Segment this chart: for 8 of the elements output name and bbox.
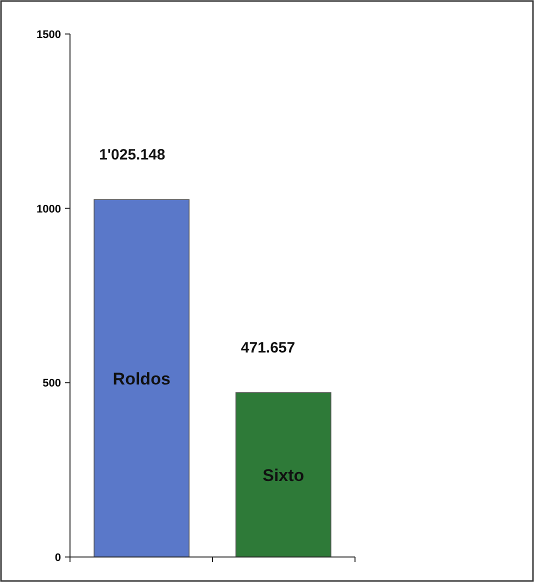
y-tick-label: 1000 [36,203,61,216]
x-tick-label: Sixto [262,466,304,485]
data-label: 1'025.148 [99,146,166,164]
data-label: 471.657 [240,340,296,357]
y-tick-label: 1500 [36,29,61,41]
y-tick-label: 500 [42,378,61,390]
x-tick-label: Roldos [112,369,170,388]
y-tick-label: 0 [54,552,61,564]
